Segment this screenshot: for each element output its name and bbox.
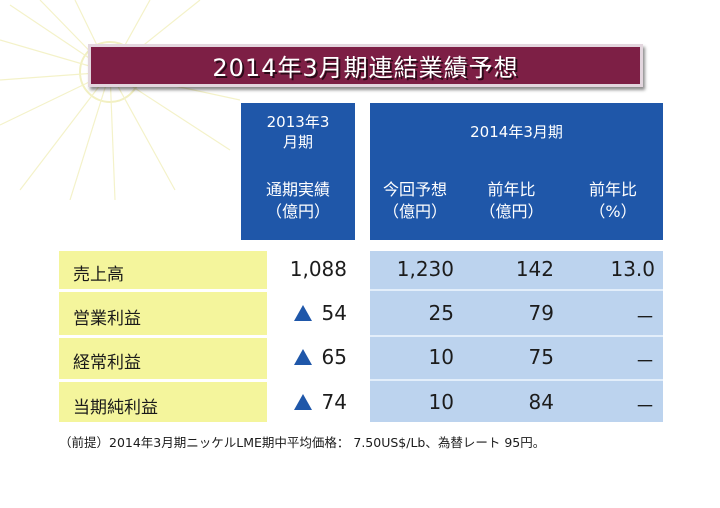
footnote: （前提）2014年3月期ニッケルLME期中平均価格： 7.50US$/Lb、為替…: [59, 435, 546, 450]
cell-yoy-pct: －: [635, 305, 655, 329]
cell-yoy-pct: －: [635, 394, 655, 418]
row-divider: [370, 289, 663, 291]
cell-actual-value: 74: [321, 390, 347, 414]
cell-actual-value: 65: [321, 345, 347, 369]
cell-forecast: 1,230: [396, 257, 454, 281]
header-yoy-pct: 前年比（%）: [563, 161, 663, 240]
header-forecast-label: 今回予想（億円）: [382, 179, 447, 221]
header-yoy-amount: 前年比（億円）: [460, 161, 563, 240]
title-banner: 2014年3月期連結業績予想: [88, 44, 643, 87]
cell-yoy-amount: 75: [528, 345, 554, 369]
header-fy2014-period-label: 2014年3月期: [470, 123, 563, 141]
header-fy2013-actual-label: 通期実績（億円）: [265, 179, 330, 221]
cell-actual: 65: [241, 345, 347, 369]
row-label: 売上高: [73, 265, 124, 285]
row-divider: [370, 379, 663, 381]
decorative-sunburst: [0, 0, 240, 200]
header-forecast: 今回予想（億円）: [370, 161, 460, 240]
row-label: 当期純利益: [73, 398, 158, 418]
cell-yoy-pct: 13.0: [610, 257, 655, 281]
row-label: 営業利益: [73, 309, 141, 329]
cell-yoy-pct: －: [635, 349, 655, 373]
page-title: 2014年3月期連結業績予想: [212, 54, 519, 82]
cell-actual: 74: [241, 390, 347, 414]
header-fy2013-period-label: 2013年3月期: [266, 113, 330, 151]
cell-forecast: 10: [428, 390, 454, 414]
cell-yoy-amount: 84: [528, 390, 554, 414]
cell-forecast: 10: [428, 345, 454, 369]
header-yoy-pct-label: 前年比（%）: [588, 179, 637, 221]
cell-actual-value: 54: [321, 301, 347, 325]
cell-actual: 1,088: [241, 257, 347, 281]
row-divider: [59, 335, 267, 338]
cell-yoy-amount: 142: [515, 257, 554, 281]
header-fy2013-actual: 通期実績（億円）: [241, 161, 355, 240]
row-label: 経常利益: [73, 353, 141, 373]
row-divider: [59, 379, 267, 382]
header-yoy-amount-label: 前年比（億円）: [479, 179, 544, 221]
cell-actual-value: 1,088: [289, 257, 347, 281]
cell-actual: 54: [241, 301, 347, 325]
triangle-up-icon: [293, 394, 312, 410]
row-divider: [59, 289, 267, 292]
header-fy2013-period: 2013年3月期: [241, 103, 355, 161]
triangle-up-icon: [293, 305, 312, 321]
cell-forecast: 25: [428, 301, 454, 325]
cell-yoy-amount: 79: [528, 301, 554, 325]
triangle-up-icon: [293, 349, 312, 365]
header-fy2014-period: 2014年3月期: [370, 103, 663, 161]
row-divider: [370, 335, 663, 337]
